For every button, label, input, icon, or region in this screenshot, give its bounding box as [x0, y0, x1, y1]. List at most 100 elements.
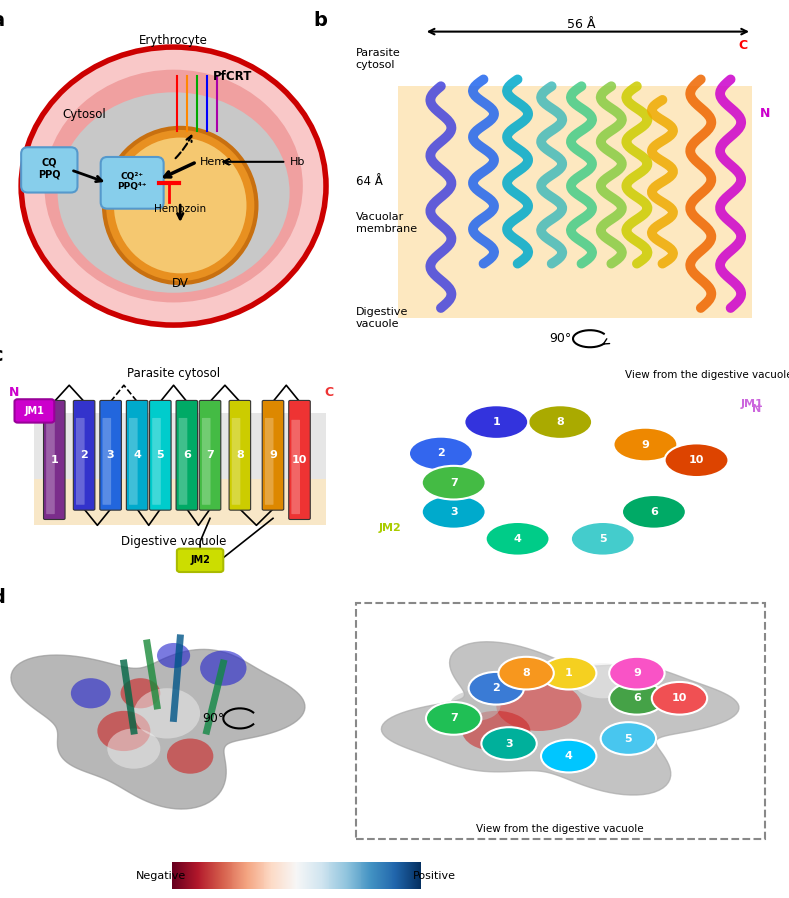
Text: 5: 5 [625, 734, 632, 744]
Text: JM1: JM1 [24, 406, 44, 416]
Text: N: N [752, 403, 761, 414]
Circle shape [541, 740, 596, 772]
Text: 1: 1 [50, 455, 58, 465]
Text: 7: 7 [450, 478, 458, 488]
Text: 3: 3 [450, 506, 458, 517]
Text: 3: 3 [505, 738, 513, 749]
FancyBboxPatch shape [129, 418, 137, 505]
Text: JM2: JM2 [379, 523, 401, 533]
FancyBboxPatch shape [14, 400, 54, 423]
Circle shape [600, 722, 656, 755]
Text: 4: 4 [133, 450, 141, 461]
Circle shape [157, 643, 190, 668]
Text: Heme: Heme [200, 157, 233, 167]
FancyBboxPatch shape [265, 418, 274, 505]
Circle shape [609, 682, 664, 715]
Circle shape [609, 656, 664, 690]
Circle shape [499, 656, 554, 690]
Circle shape [426, 702, 481, 735]
FancyBboxPatch shape [21, 147, 77, 192]
Ellipse shape [21, 47, 326, 325]
Text: CQ²⁺
PPQ⁴⁺: CQ²⁺ PPQ⁴⁺ [118, 172, 147, 191]
Text: Parasite
cytosol: Parasite cytosol [356, 48, 401, 70]
Text: Vacuolar
membrane: Vacuolar membrane [356, 212, 417, 233]
FancyBboxPatch shape [47, 419, 54, 515]
FancyBboxPatch shape [202, 418, 211, 505]
FancyBboxPatch shape [101, 157, 163, 208]
Circle shape [486, 522, 550, 556]
Text: 6: 6 [650, 506, 658, 517]
FancyBboxPatch shape [179, 418, 187, 505]
Circle shape [421, 466, 485, 499]
Text: 10: 10 [671, 693, 687, 703]
Text: Parasite cytosol: Parasite cytosol [127, 367, 220, 380]
Text: 90°: 90° [549, 332, 571, 345]
Polygon shape [11, 649, 305, 809]
Text: Digestive
vacuole: Digestive vacuole [356, 307, 408, 329]
Ellipse shape [58, 92, 290, 293]
FancyBboxPatch shape [200, 401, 221, 510]
Circle shape [464, 405, 529, 439]
Circle shape [664, 444, 728, 477]
Text: JM1: JM1 [741, 399, 763, 409]
Text: 2: 2 [437, 448, 445, 459]
FancyBboxPatch shape [176, 401, 197, 510]
Text: N: N [9, 386, 20, 399]
Ellipse shape [104, 128, 256, 283]
Text: 3: 3 [107, 450, 114, 461]
FancyBboxPatch shape [73, 401, 95, 510]
FancyBboxPatch shape [289, 401, 310, 519]
FancyBboxPatch shape [150, 401, 171, 510]
FancyBboxPatch shape [76, 418, 84, 505]
Text: View from the digestive vacuole: View from the digestive vacuole [477, 824, 644, 834]
Text: 1: 1 [492, 417, 500, 427]
Circle shape [97, 711, 151, 751]
Text: 64 Å: 64 Å [356, 175, 383, 189]
Circle shape [450, 691, 500, 721]
Text: 90°: 90° [202, 712, 225, 725]
FancyBboxPatch shape [152, 418, 161, 505]
Text: b: b [313, 11, 327, 31]
Circle shape [570, 522, 635, 556]
Text: 2: 2 [80, 450, 88, 461]
Text: 6: 6 [183, 450, 191, 461]
Bar [398, 86, 752, 318]
Text: 4: 4 [565, 751, 573, 762]
Circle shape [462, 711, 530, 751]
Text: Cytosol: Cytosol [62, 109, 106, 121]
Circle shape [121, 678, 160, 709]
Circle shape [167, 738, 213, 774]
Text: 56 Å: 56 Å [567, 18, 596, 31]
Bar [35, 413, 326, 525]
FancyBboxPatch shape [291, 419, 300, 515]
Circle shape [134, 688, 200, 738]
Text: View from the digestive vacuole: View from the digestive vacuole [626, 371, 789, 381]
Circle shape [573, 663, 633, 699]
Text: c: c [0, 346, 3, 365]
Text: 9: 9 [269, 450, 277, 461]
Circle shape [409, 436, 473, 471]
Text: 7: 7 [450, 713, 458, 724]
Circle shape [107, 728, 160, 769]
Circle shape [614, 427, 677, 462]
Text: 7: 7 [206, 450, 214, 461]
Text: Digestive vacuole: Digestive vacuole [121, 535, 226, 548]
Text: C: C [739, 39, 748, 52]
Text: CQ
PPQ: CQ PPQ [38, 157, 61, 179]
Text: Hemozoin: Hemozoin [154, 204, 206, 214]
Text: Erythrocyte: Erythrocyte [139, 34, 208, 47]
Text: 1: 1 [565, 668, 573, 678]
Text: 8: 8 [236, 450, 244, 461]
Text: 5: 5 [156, 450, 164, 461]
Circle shape [71, 678, 110, 709]
Circle shape [469, 672, 524, 705]
Ellipse shape [44, 70, 303, 303]
Circle shape [622, 495, 686, 529]
Text: DV: DV [172, 277, 189, 289]
FancyBboxPatch shape [43, 401, 65, 519]
FancyBboxPatch shape [103, 418, 111, 505]
Text: 5: 5 [599, 533, 607, 544]
Text: Positive: Positive [413, 870, 455, 881]
Circle shape [541, 656, 596, 690]
Text: 8: 8 [556, 417, 564, 427]
